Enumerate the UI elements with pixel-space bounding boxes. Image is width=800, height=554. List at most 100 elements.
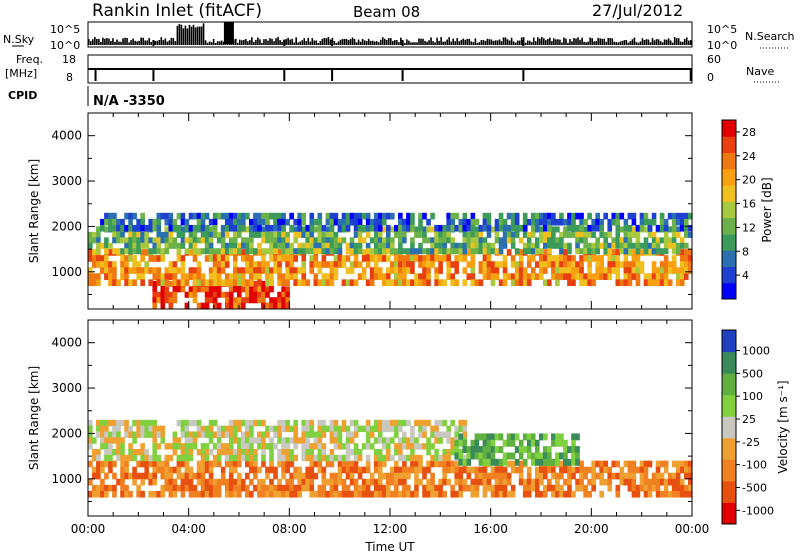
power-echo-cell — [446, 218, 451, 226]
nsky-bar — [150, 41, 153, 45]
velocity-echo-cell — [579, 460, 584, 468]
velocity-echo-cell — [293, 472, 298, 480]
power-echo-cell — [297, 231, 303, 238]
velocity-echo-cell — [313, 490, 319, 498]
nsky-tick-low: 10^0 — [50, 39, 80, 52]
velocity-echo-cell — [100, 425, 105, 433]
velocity-echo-cell — [502, 484, 508, 492]
nsky-bar — [218, 41, 221, 45]
power-echo-cell — [611, 218, 617, 226]
power-echo-cell — [357, 237, 363, 244]
power-echo-cell — [494, 218, 500, 226]
velocity-echo-cell — [522, 484, 528, 492]
power-echo-cell — [478, 237, 484, 244]
velocity-echo-cell — [575, 433, 580, 441]
power-echo-cell — [96, 231, 101, 238]
velocity-echo-cell — [132, 448, 137, 456]
velocity-echo-cell — [309, 454, 315, 462]
power-echo-cell — [438, 261, 443, 268]
velocity-echo-cell — [293, 466, 298, 474]
velocity-echo-cell — [269, 466, 274, 474]
power-echo-cell — [208, 297, 214, 304]
velocity-echo-cell — [172, 437, 178, 444]
power-echo-cell — [603, 231, 609, 238]
nsky-bar — [321, 38, 324, 45]
nsky-bar — [645, 39, 648, 45]
power-echo-cell — [116, 237, 121, 244]
power-echo-cell — [313, 226, 319, 233]
power-echo-cell — [245, 297, 250, 304]
colorbar-tick-label: -1000 — [742, 504, 774, 517]
power-echo-cell — [168, 237, 174, 244]
power-echo-cell — [357, 273, 363, 280]
power-echo-cell — [679, 237, 685, 244]
power-echo-cell — [458, 248, 464, 255]
power-echo-cell — [156, 273, 162, 280]
power-echo-cell — [200, 273, 206, 280]
power-echo-cell — [671, 231, 677, 238]
power-echo-cell — [579, 248, 584, 255]
velocity-echo-cell — [381, 425, 387, 433]
velocity-echo-cell — [426, 448, 431, 456]
velocity-echo-cell — [112, 431, 117, 438]
power-echo-cell — [611, 255, 617, 262]
velocity-echo-cell — [450, 466, 456, 474]
power-echo-cell — [144, 237, 149, 244]
power-echo-cell — [273, 255, 278, 262]
power-echo-cell — [482, 212, 488, 220]
power-echo-cell — [156, 212, 162, 220]
power-echo-cell — [208, 291, 214, 298]
power-echo-cell — [615, 231, 621, 238]
velocity-echo-cell — [563, 452, 568, 460]
power-echo-cell — [377, 231, 383, 238]
nsky-bar — [96, 38, 98, 45]
power-echo-cell — [470, 231, 476, 238]
nsky-bar — [458, 41, 461, 45]
velocity-echo-cell — [212, 454, 218, 462]
power-echo-cell — [426, 218, 431, 226]
velocity-echo-cell — [643, 484, 649, 492]
power-echo-cell — [538, 255, 544, 262]
power-echo-cell — [373, 267, 379, 274]
power-echo-cell — [454, 255, 460, 262]
velocity-echo-cell — [269, 478, 274, 486]
power-echo-cell — [228, 302, 234, 309]
power-echo-cell — [675, 212, 681, 220]
velocity-echo-cell — [269, 490, 274, 498]
velocity-echo-cell — [526, 484, 532, 492]
velocity-echo-cell — [502, 458, 508, 466]
power-echo-cell — [623, 231, 629, 238]
nsky-bar — [665, 39, 668, 45]
nsky-bar — [597, 37, 599, 45]
nsky-bar — [305, 41, 308, 45]
velocity-echo-cell — [526, 472, 532, 480]
power-echo-cell — [547, 231, 552, 238]
power-echo-cell — [418, 224, 423, 232]
power-echo-cell — [309, 237, 315, 244]
velocity-echo-cell — [152, 419, 158, 427]
velocity-echo-cell — [100, 419, 105, 427]
power-echo-cell — [579, 261, 584, 268]
velocity-echo-cell — [547, 458, 552, 466]
power-echo-cell — [140, 255, 145, 262]
power-echo-cell — [385, 248, 391, 255]
power-echo-cell — [168, 267, 174, 274]
velocity-echo-cell — [518, 478, 524, 486]
velocity-echo-cell — [208, 431, 214, 438]
power-echo-cell — [341, 279, 347, 287]
velocity-echo-cell — [172, 448, 178, 456]
power-echo-cell — [128, 242, 133, 249]
velocity-echo-cell — [212, 443, 218, 450]
velocity-echo-cell — [232, 484, 238, 492]
power-echo-cell — [120, 261, 125, 268]
velocity-echo-cell — [136, 490, 141, 498]
velocity-echo-cell — [418, 466, 423, 474]
power-echo-cell — [534, 212, 540, 220]
velocity-echo-cell — [164, 460, 170, 468]
velocity-echo-cell — [305, 425, 311, 433]
power-echo-cell — [442, 231, 447, 238]
power-echo-cell — [543, 212, 548, 220]
velocity-echo-cell — [152, 425, 158, 433]
power-echo-cell — [426, 237, 431, 244]
power-echo-cell — [647, 231, 653, 238]
